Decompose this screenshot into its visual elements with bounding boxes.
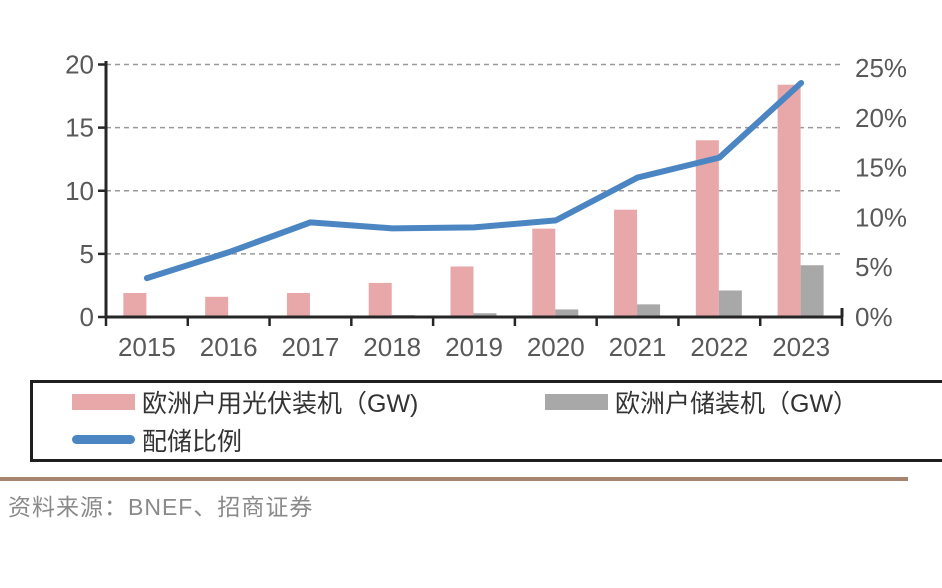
storage-bar-2019 bbox=[473, 313, 497, 317]
legend-item-ratio: 配储比例 bbox=[72, 422, 242, 458]
pv-bar-2021 bbox=[614, 209, 638, 317]
x-axis-label-2018: 2018 bbox=[363, 332, 421, 362]
right-axis-label-0%: 0% bbox=[855, 302, 893, 332]
x-axis-label-2016: 2016 bbox=[200, 332, 258, 362]
legend-item-pv: 欧洲户用光伏装机（GW) bbox=[72, 384, 545, 420]
left-axis-label-10: 10 bbox=[65, 176, 94, 206]
storage-bar-2021 bbox=[637, 304, 661, 317]
x-axis-label-2019: 2019 bbox=[445, 332, 503, 362]
source-divider bbox=[0, 477, 908, 481]
left-axis-label-0: 0 bbox=[80, 302, 94, 332]
legend-row-2: 配储比例 bbox=[72, 422, 942, 458]
x-axis-label-2021: 2021 bbox=[609, 332, 667, 362]
combo-chart: 0 5 10 15 20 0% 5% 10% 15% 20% 25% 2015 2016 2017 2018… bbox=[65, 50, 907, 363]
x-axis-label-2020: 2020 bbox=[527, 332, 585, 362]
legend-item-storage: 欧洲户储装机（GW） bbox=[545, 384, 858, 420]
chart-legend: 欧洲户用光伏装机（GW) 欧洲户储装机（GW） 配储比例 bbox=[30, 380, 942, 462]
left-axis-label-5: 5 bbox=[80, 239, 94, 269]
x-axis-label-2015: 2015 bbox=[118, 332, 176, 362]
legend-row-1: 欧洲户用光伏装机（GW) 欧洲户储装机（GW） bbox=[72, 384, 942, 420]
right-axis-label-5%: 5% bbox=[855, 252, 893, 282]
left-axis-label-15: 15 bbox=[65, 113, 94, 143]
x-axis-label-2023: 2023 bbox=[772, 332, 830, 362]
legend-label-pv: 欧洲户用光伏装机（GW) bbox=[142, 390, 419, 419]
right-axis-label-20%: 20% bbox=[855, 103, 907, 133]
x-axis-label-2017: 2017 bbox=[282, 332, 340, 362]
right-axis-label-25%: 25% bbox=[855, 53, 907, 83]
legend-label-storage: 欧洲户储装机（GW） bbox=[615, 390, 859, 419]
storage-bar-swatch-icon bbox=[545, 394, 608, 411]
pv-bar-2015 bbox=[123, 293, 147, 317]
legend-label-ratio: 配储比例 bbox=[142, 427, 243, 456]
source-note: 资料来源：BNEF、招商证券 bbox=[8, 494, 314, 520]
ratio-line-swatch-icon bbox=[72, 435, 135, 445]
pv-bar-2022 bbox=[695, 140, 719, 317]
pv-bar-2018 bbox=[368, 282, 392, 317]
storage-bar-2022 bbox=[718, 290, 742, 317]
pv-bar-2023 bbox=[777, 84, 801, 317]
pv-bar-2016 bbox=[205, 296, 229, 317]
pv-bar-swatch-icon bbox=[72, 394, 135, 411]
pv-bar-2020 bbox=[532, 228, 556, 317]
right-axis-label-10%: 10% bbox=[855, 202, 907, 232]
right-axis-label-15%: 15% bbox=[855, 153, 907, 183]
pv-bar-2019 bbox=[450, 266, 474, 317]
left-axis-label-20: 20 bbox=[65, 50, 94, 80]
pv-bar-2017 bbox=[286, 293, 310, 317]
x-axis-label-2022: 2022 bbox=[690, 332, 748, 362]
storage-bar-2020 bbox=[555, 309, 579, 317]
ratio-line bbox=[143, 79, 805, 282]
storage-bar-2023 bbox=[800, 265, 824, 317]
